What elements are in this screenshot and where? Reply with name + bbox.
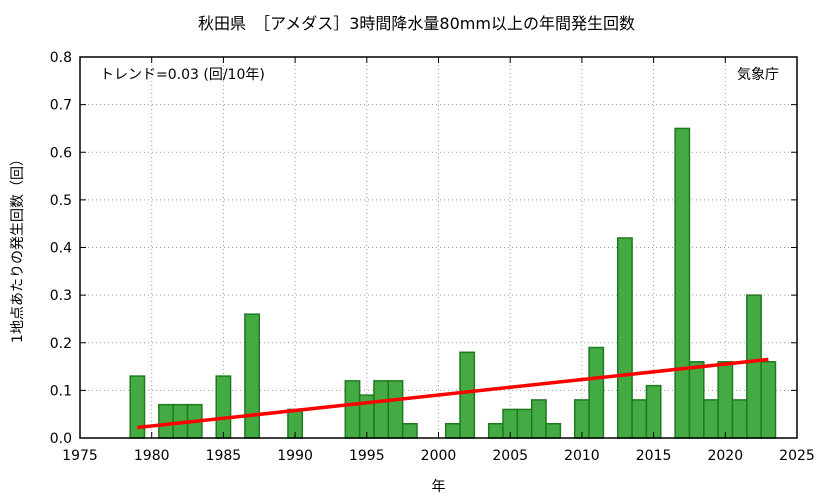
bar [444, 422, 461, 439]
x-tick-labels: 1975 1980 1985 1990 1995 2000 2005 2010 2015 2020… [62, 448, 815, 464]
bar [344, 380, 361, 439]
bar [401, 422, 418, 439]
y-tick-label: 0.3 [50, 288, 72, 304]
bar-series [129, 127, 777, 439]
bar [459, 351, 476, 439]
x-tick-label: 2015 [636, 448, 672, 464]
y-tick-labels: 0.0 0.1 0.2 0.3 0.4 0.5 0.6 0.7 0.8 [50, 50, 72, 447]
bar [760, 361, 777, 439]
x-axis-label: 年 [432, 479, 446, 495]
bar [746, 294, 762, 439]
bar [530, 399, 547, 439]
bar [674, 127, 691, 439]
y-tick-label: 0.8 [50, 50, 72, 66]
bar [617, 237, 633, 439]
bar [717, 361, 734, 439]
x-tick-label: 1995 [349, 448, 385, 464]
source-label: 気象庁 [737, 67, 779, 83]
y-tick-label: 0.2 [50, 336, 72, 352]
x-tick-label: 2025 [779, 448, 815, 464]
bar [215, 375, 232, 439]
bar [373, 380, 390, 439]
x-tick-label: 2010 [564, 448, 600, 464]
x-tick-label: 1975 [62, 448, 98, 464]
x-tick-label: 1985 [206, 448, 242, 464]
bar [516, 408, 533, 439]
y-tick-label: 0.5 [50, 193, 72, 209]
axis-ticks [79, 56, 798, 439]
y-tick-label: 0.4 [50, 241, 72, 257]
bar [158, 403, 174, 439]
trend-line [137, 357, 769, 430]
bar [588, 346, 605, 439]
bar [631, 399, 648, 439]
bar [645, 384, 662, 439]
x-tick-label: 1980 [134, 448, 170, 464]
y-tick-label: 0.0 [50, 431, 72, 447]
y-axis-label: 1地点あたりの発生回数（回） [10, 152, 26, 343]
bar [688, 361, 705, 439]
y-tick-label: 0.1 [50, 383, 72, 399]
x-tick-label: 1990 [277, 448, 313, 464]
bar [545, 422, 562, 439]
x-tick-label: 2005 [492, 448, 528, 464]
bar [731, 399, 748, 439]
x-tick-label: 2000 [421, 448, 457, 464]
chart-title: 秋田県 ［アメダス］3時間降水量80mm以上の年間発生回数 [198, 14, 635, 33]
bar [703, 399, 719, 439]
trend-annotation: トレンド=0.03 (回/10年) [100, 67, 265, 83]
bar [487, 422, 504, 439]
bar [244, 313, 261, 439]
y-tick-label: 0.7 [50, 98, 72, 114]
bar [387, 380, 404, 439]
y-tick-label: 0.6 [50, 145, 72, 161]
x-tick-label: 2020 [707, 448, 743, 464]
